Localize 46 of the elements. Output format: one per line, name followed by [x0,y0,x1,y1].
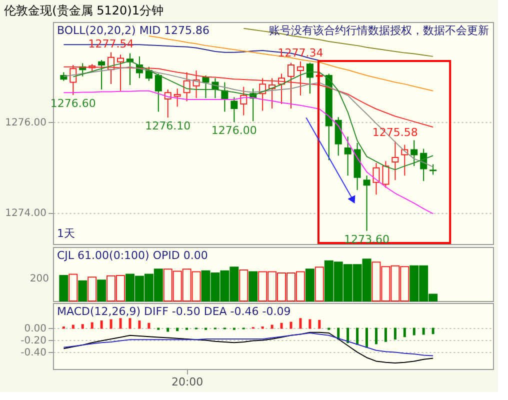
candlestick [392,140,399,181]
candlestick [382,160,390,188]
chart-title: 伦敦金现(贵金属 5120)1分钟 [4,4,164,18]
bar [248,271,258,302]
candlestick [98,60,106,90]
annotation: 1275.58 [372,126,418,140]
candlestick [296,60,304,96]
y-tick-label: 1274.00 [5,208,46,220]
y-tick-label: 0.00 [24,324,46,335]
y-tick-label: -0.40 [20,348,46,359]
line-series [63,332,434,364]
candlestick [344,136,352,176]
candlestick [334,116,342,156]
y-tick-label: 1276.00 [5,118,46,129]
annotation: 1276.00 [211,124,257,138]
candlestick [174,88,181,108]
candlestick [372,162,380,196]
annotation: 1天 [57,227,75,240]
annotation: 1276.60 [50,96,96,110]
candlestick [410,140,418,167]
annotation: MACD(12,26,9) DIFF -0.50 DEA -0.46 -0.09 [57,305,291,318]
text: 200 [30,273,49,284]
x-tick-label: 20:00 [171,376,204,388]
bar [97,280,106,302]
annotation: BOLL(20,20,2) MID 1275.86 [57,24,210,37]
candlestick [117,54,124,92]
candlestick [70,64,77,96]
candlestick [430,164,437,176]
bar [78,280,88,302]
candlestick [240,86,248,116]
y-tick-label: -0.20 [20,336,46,347]
annotation: CJL 61.00(0:100) OPID 0.00 [57,249,208,262]
bar [305,268,314,302]
line-series [63,332,434,356]
candlestick [183,72,190,102]
candlestick [230,96,238,123]
annotation: 1277.34 [278,46,324,60]
candlestick [306,62,314,94]
candlestick [154,73,162,112]
candlestick [164,89,172,118]
candlestick [363,175,370,232]
annotation: 1276.10 [145,120,191,133]
line-series [148,36,434,92]
candlestick [287,62,294,110]
candlestick [202,74,210,99]
bar [59,274,68,302]
